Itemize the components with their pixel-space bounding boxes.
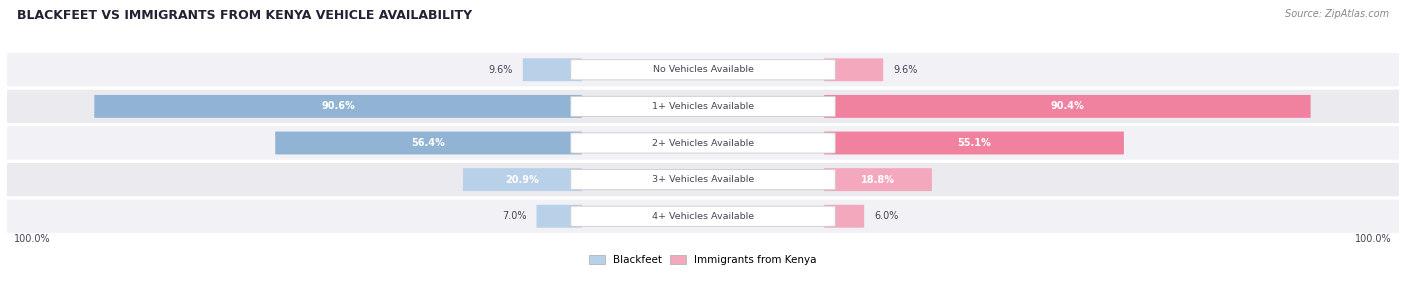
Text: 90.4%: 90.4% (1050, 102, 1084, 111)
FancyBboxPatch shape (7, 163, 1399, 196)
FancyBboxPatch shape (571, 133, 835, 153)
Text: 9.6%: 9.6% (893, 65, 917, 75)
Text: 100.0%: 100.0% (1355, 234, 1392, 244)
FancyBboxPatch shape (7, 200, 1399, 233)
Text: 56.4%: 56.4% (412, 138, 446, 148)
Text: 3+ Vehicles Available: 3+ Vehicles Available (652, 175, 754, 184)
Text: BLACKFEET VS IMMIGRANTS FROM KENYA VEHICLE AVAILABILITY: BLACKFEET VS IMMIGRANTS FROM KENYA VEHIC… (17, 9, 472, 21)
Text: 9.6%: 9.6% (489, 65, 513, 75)
FancyBboxPatch shape (7, 126, 1399, 160)
Text: No Vehicles Available: No Vehicles Available (652, 65, 754, 74)
Text: 2+ Vehicles Available: 2+ Vehicles Available (652, 138, 754, 148)
FancyBboxPatch shape (571, 60, 835, 80)
Text: 90.6%: 90.6% (321, 102, 354, 111)
Text: 6.0%: 6.0% (875, 211, 898, 221)
Text: 7.0%: 7.0% (502, 211, 527, 221)
FancyBboxPatch shape (523, 58, 582, 81)
Text: 1+ Vehicles Available: 1+ Vehicles Available (652, 102, 754, 111)
FancyBboxPatch shape (571, 170, 835, 190)
FancyBboxPatch shape (463, 168, 582, 191)
FancyBboxPatch shape (537, 205, 582, 228)
FancyBboxPatch shape (7, 90, 1399, 123)
Text: 100.0%: 100.0% (14, 234, 51, 244)
Text: 20.9%: 20.9% (506, 175, 540, 184)
Text: Source: ZipAtlas.com: Source: ZipAtlas.com (1285, 9, 1389, 19)
Text: 18.8%: 18.8% (860, 175, 896, 184)
FancyBboxPatch shape (824, 132, 1123, 154)
FancyBboxPatch shape (824, 205, 865, 228)
FancyBboxPatch shape (7, 53, 1399, 86)
FancyBboxPatch shape (571, 206, 835, 226)
FancyBboxPatch shape (824, 95, 1310, 118)
Text: 55.1%: 55.1% (957, 138, 991, 148)
FancyBboxPatch shape (94, 95, 582, 118)
Legend: Blackfeet, Immigrants from Kenya: Blackfeet, Immigrants from Kenya (585, 251, 821, 270)
FancyBboxPatch shape (276, 132, 582, 154)
FancyBboxPatch shape (571, 96, 835, 116)
Text: 4+ Vehicles Available: 4+ Vehicles Available (652, 212, 754, 221)
FancyBboxPatch shape (824, 168, 932, 191)
FancyBboxPatch shape (824, 58, 883, 81)
